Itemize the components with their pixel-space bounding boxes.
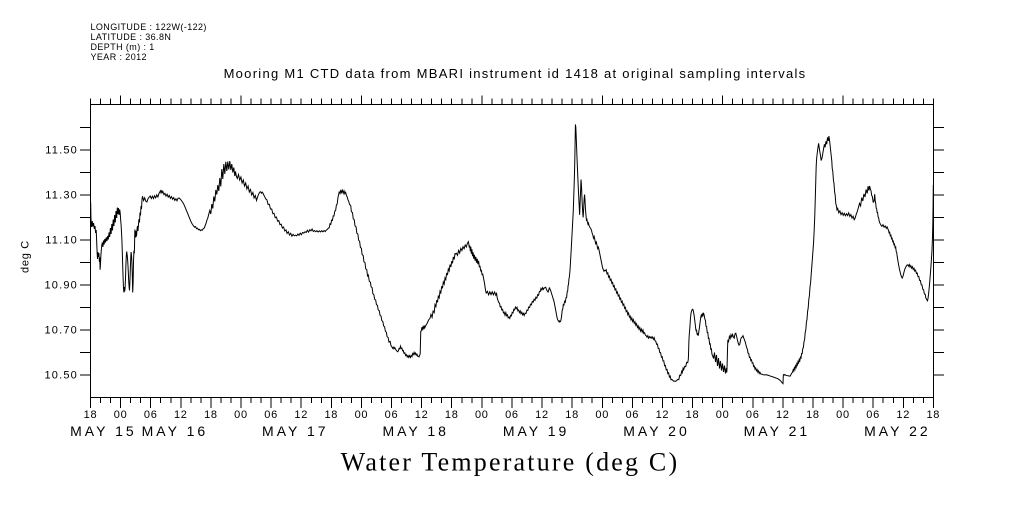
svg-text:LONGITUDE : 122W(-122): LONGITUDE : 122W(-122)	[91, 22, 207, 32]
svg-text:06: 06	[625, 409, 639, 421]
svg-text:DEPTH (m) : 1: DEPTH (m) : 1	[91, 42, 155, 52]
svg-text:MAY 15: MAY 15	[70, 423, 137, 439]
svg-text:MAY 19: MAY 19	[503, 423, 570, 439]
svg-text:00: 00	[836, 409, 850, 421]
svg-text:10.70: 10.70	[44, 325, 78, 337]
svg-text:11.10: 11.10	[45, 235, 78, 247]
svg-text:10.90: 10.90	[44, 280, 78, 292]
svg-text:18: 18	[565, 409, 579, 421]
svg-text:12: 12	[656, 409, 670, 421]
svg-text:00: 00	[716, 409, 730, 421]
svg-text:18: 18	[806, 409, 820, 421]
svg-text:18: 18	[686, 409, 700, 421]
svg-text:10.50: 10.50	[44, 370, 78, 382]
svg-text:12: 12	[535, 409, 549, 421]
svg-text:00: 00	[234, 409, 248, 421]
svg-text:MAY 21: MAY 21	[744, 423, 811, 439]
svg-text:00: 00	[475, 409, 489, 421]
svg-text:deg C: deg C	[20, 240, 32, 273]
svg-text:00: 00	[595, 409, 609, 421]
svg-text:18: 18	[445, 409, 459, 421]
svg-text:MAY 16: MAY 16	[142, 423, 209, 439]
svg-text:MAY 18: MAY 18	[382, 423, 449, 439]
svg-text:06: 06	[866, 409, 880, 421]
svg-text:18: 18	[204, 409, 218, 421]
svg-text:18: 18	[926, 409, 940, 421]
svg-text:MAY 22: MAY 22	[864, 423, 931, 439]
svg-text:11.30: 11.30	[45, 190, 78, 202]
svg-text:18: 18	[324, 409, 338, 421]
svg-text:Water Temperature (deg C): Water Temperature (deg C)	[341, 448, 680, 477]
svg-text:18: 18	[84, 409, 98, 421]
svg-text:06: 06	[746, 409, 760, 421]
svg-text:MAY 17: MAY 17	[262, 423, 329, 439]
svg-text:06: 06	[264, 409, 278, 421]
svg-text:12: 12	[776, 409, 790, 421]
svg-text:12: 12	[294, 409, 308, 421]
svg-text:06: 06	[144, 409, 158, 421]
svg-text:YEAR : 2012: YEAR : 2012	[91, 52, 147, 62]
svg-text:LATITUDE : 36.8N: LATITUDE : 36.8N	[91, 32, 172, 42]
svg-text:00: 00	[355, 409, 369, 421]
svg-text:12: 12	[415, 409, 429, 421]
svg-text:11.50: 11.50	[45, 145, 78, 157]
svg-text:06: 06	[505, 409, 519, 421]
svg-text:12: 12	[896, 409, 910, 421]
svg-text:Mooring M1 CTD data from MBARI: Mooring M1 CTD data from MBARI instrumen…	[224, 66, 807, 81]
svg-text:00: 00	[114, 409, 128, 421]
svg-text:12: 12	[174, 409, 188, 421]
svg-text:06: 06	[385, 409, 399, 421]
svg-text:MAY 20: MAY 20	[623, 423, 690, 439]
